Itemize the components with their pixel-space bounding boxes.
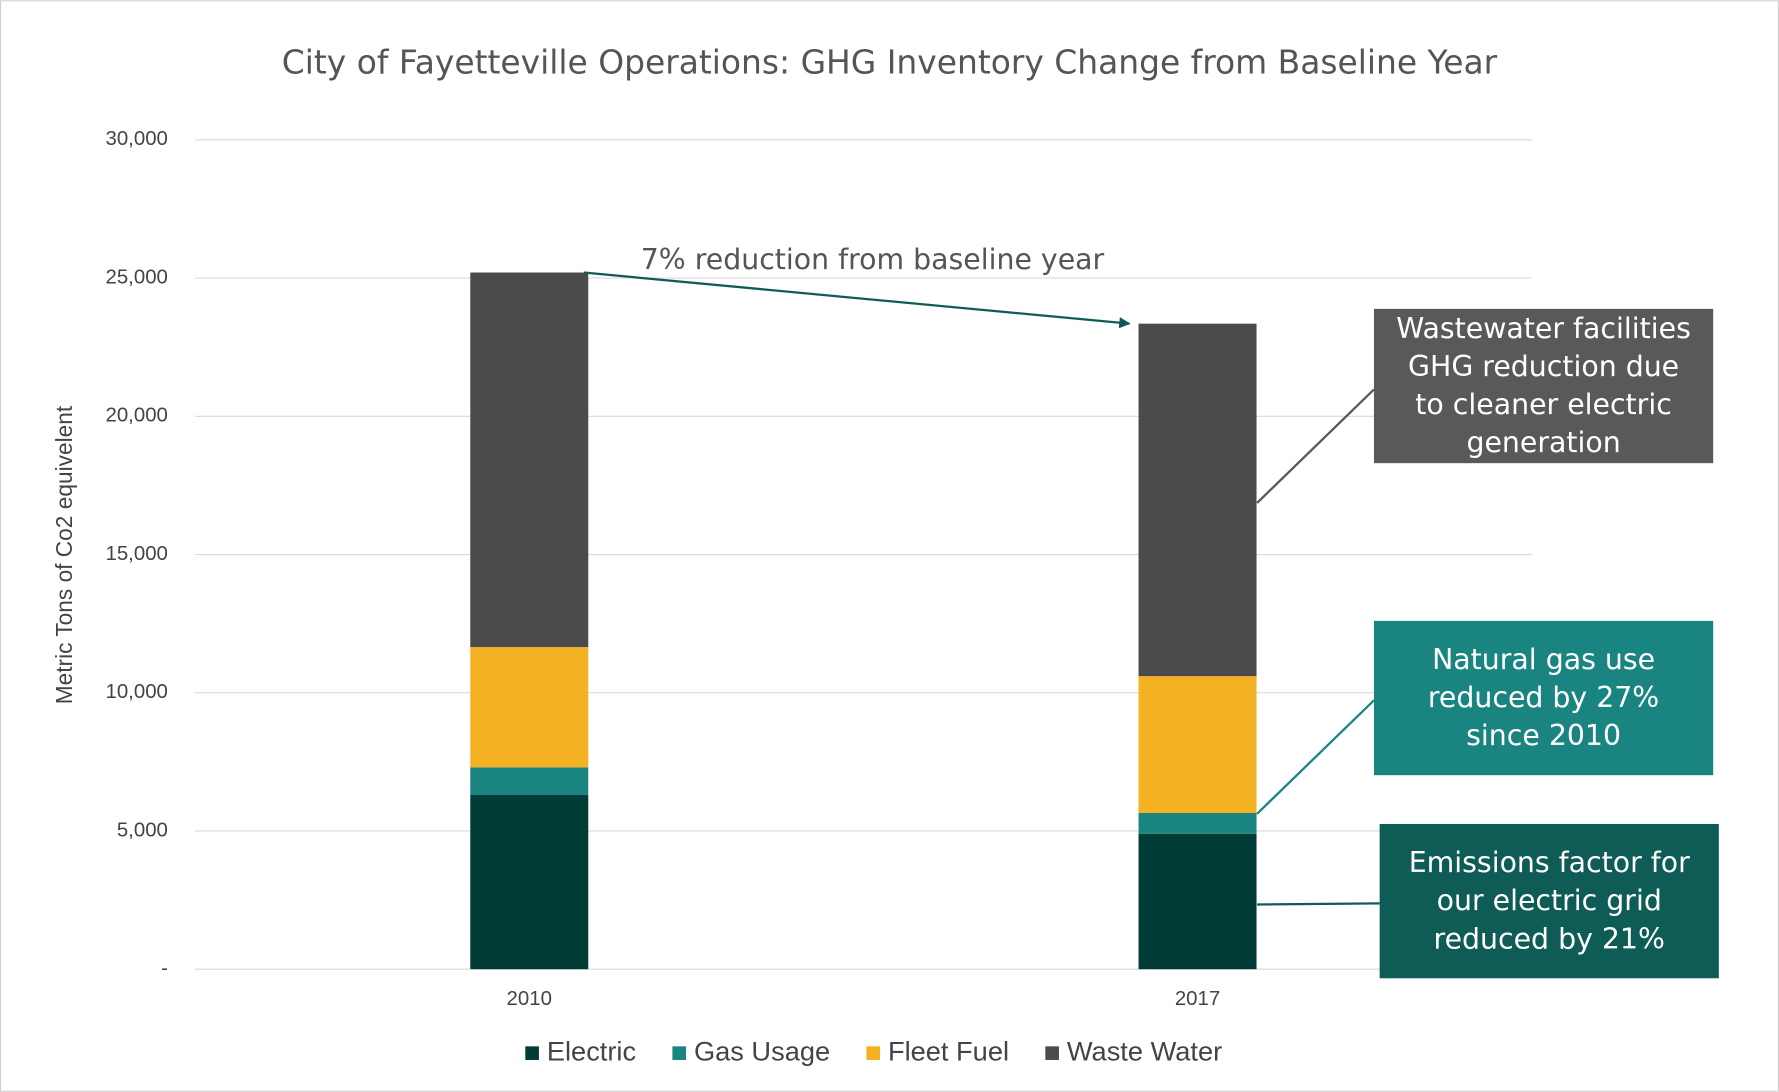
bar-segment [470, 647, 589, 768]
y-tick-label: 5,000 [117, 819, 168, 841]
legend-swatch [1045, 1046, 1059, 1060]
callout-text: Wastewater facilities [1396, 312, 1691, 345]
bar-segment [470, 795, 589, 970]
legend-swatch [866, 1046, 881, 1060]
x-tick-label: 2010 [507, 988, 552, 1010]
callout-text: Natural gas use [1432, 643, 1655, 676]
y-axis-label: Metric Tons of Co2 equivelent [51, 405, 77, 704]
y-tick-label: - [161, 958, 168, 980]
bar-segment [1138, 833, 1257, 970]
legend-swatch [672, 1046, 687, 1060]
annotation: 7% reduction from baseline year [641, 243, 1105, 276]
bar-segment [470, 767, 589, 796]
bar-segment [1138, 812, 1257, 834]
trend-arrow [583, 271, 1131, 329]
callout-text: since 2010 [1466, 719, 1621, 752]
legend-swatch [525, 1046, 539, 1060]
callout-text: generation [1466, 426, 1620, 459]
callout-line [1256, 699, 1375, 815]
chart-title: City of Fayetteville Operations: GHG Inv… [282, 42, 1498, 81]
y-tick-label: 30,000 [105, 128, 167, 150]
y-tick-label: 15,000 [105, 543, 167, 565]
callout-line [1257, 902, 1380, 906]
bar-segment [1138, 676, 1257, 813]
legend-label: Gas Usage [694, 1035, 830, 1066]
y-tick-label: 25,000 [105, 266, 167, 288]
callout-text: our electric grid [1437, 884, 1662, 917]
callout-text: reduced by 27% [1428, 681, 1659, 714]
bar-segment [470, 272, 589, 648]
x-tick-label: 2017 [1175, 988, 1220, 1010]
bar-segment [1138, 323, 1257, 677]
callout-text: Emissions factor for [1409, 846, 1690, 879]
y-tick-label: 20,000 [105, 405, 167, 427]
callout-text: reduced by 21% [1434, 922, 1665, 955]
y-tick-label: 10,000 [105, 681, 167, 703]
callout-box [1373, 308, 1714, 464]
callout-box [1379, 823, 1719, 979]
legend-label: Fleet Fuel [888, 1035, 1009, 1066]
callout-text: to cleaner electric [1415, 388, 1672, 421]
callout-box [1373, 620, 1714, 776]
legend-label: Electric [547, 1035, 636, 1066]
callout-text: GHG reduction due [1408, 350, 1679, 383]
callout-line [1256, 388, 1375, 504]
legend-label: Waste Water [1067, 1035, 1222, 1066]
